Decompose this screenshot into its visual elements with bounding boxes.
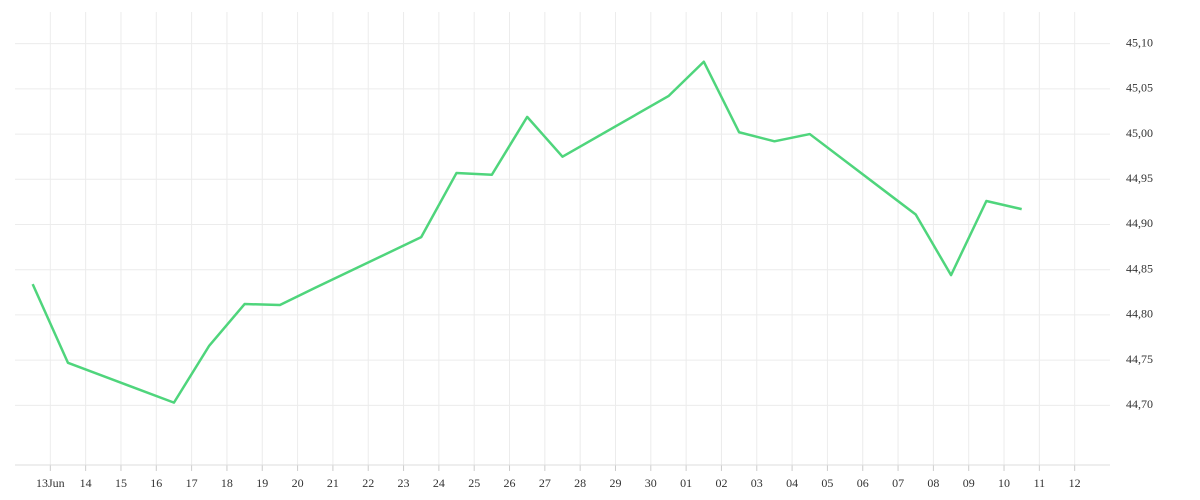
x-tick-label: 07: [892, 476, 904, 490]
x-tick-label: 08: [927, 476, 939, 490]
x-tick-label: 16: [150, 476, 162, 490]
x-tick-label: 10: [998, 476, 1010, 490]
x-tick-label: 27: [539, 476, 551, 490]
x-tick-label: 21: [327, 476, 339, 490]
y-tick-label: 44,75: [1126, 352, 1153, 366]
x-tick-label: 30: [645, 476, 657, 490]
x-tick-label: 11: [1034, 476, 1046, 490]
x-tick-label: 25: [468, 476, 480, 490]
x-tick-label: 29: [609, 476, 621, 490]
x-tick-label: 06: [857, 476, 869, 490]
x-tick-label: 26: [504, 476, 516, 490]
y-tick-label: 44,80: [1126, 307, 1153, 321]
x-tick-label: 02: [715, 476, 727, 490]
y-tick-label: 44,85: [1126, 261, 1153, 275]
y-tick-label: 44,90: [1126, 216, 1153, 230]
x-tick-label: 05: [821, 476, 833, 490]
data-line: [31, 60, 1022, 404]
x-tick-label: 15: [115, 476, 127, 490]
x-tick-label: 24: [433, 476, 445, 490]
x-tick-label: 18: [221, 476, 233, 490]
x-tick-label: 03: [751, 476, 763, 490]
x-tick-label: 04: [786, 476, 798, 490]
x-tick-label: 28: [574, 476, 586, 490]
x-tick-label: 14: [80, 476, 92, 490]
x-tick-label: 12: [1069, 476, 1081, 490]
y-tick-label: 45,10: [1126, 35, 1153, 49]
x-tick-label: 20: [292, 476, 304, 490]
y-tick-label: 44,95: [1126, 171, 1153, 185]
x-tick-label: 13Jun: [36, 476, 65, 490]
y-tick-label: 45,05: [1126, 81, 1153, 95]
y-tick-label: 44,70: [1126, 397, 1153, 411]
x-tick-label: 17: [186, 476, 198, 490]
x-tick-label: 19: [256, 476, 268, 490]
x-tick-label: 09: [963, 476, 975, 490]
x-tick-label: 23: [398, 476, 410, 490]
y-tick-label: 45,00: [1126, 126, 1153, 140]
x-tick-label: 01: [680, 476, 692, 490]
x-tick-label: 22: [362, 476, 374, 490]
